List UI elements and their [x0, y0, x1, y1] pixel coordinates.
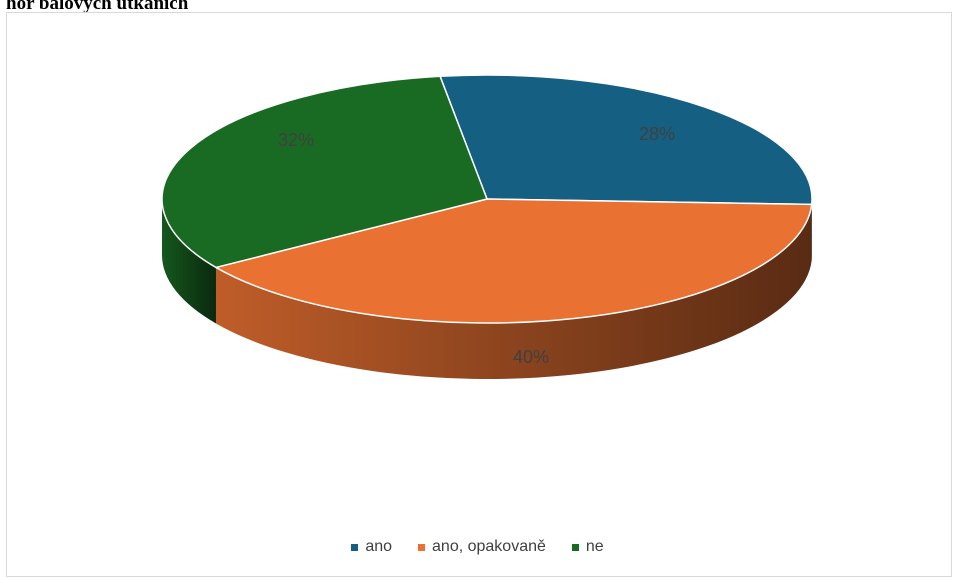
legend-swatch	[571, 543, 579, 551]
pie-side-ano-opakovan-	[215, 204, 812, 379]
pie-top	[161, 74, 813, 324]
legend-label: ano	[365, 538, 393, 555]
data-label-ano: 28%	[639, 124, 675, 144]
pie-slice-ne	[161, 75, 488, 269]
pie-slice-ano	[439, 74, 813, 206]
legend-item-ne: ne	[571, 538, 604, 556]
legend-swatch	[418, 543, 426, 551]
pie-labels: 28% 40% 32%	[278, 124, 675, 367]
chart-title: hor balových utkáních	[6, 0, 189, 14]
legend-label: ano, opakovaně	[432, 538, 546, 555]
data-label-ano-opakovan-: 40%	[513, 347, 549, 367]
pie-side-ne	[162, 199, 216, 324]
legend-label: ne	[585, 538, 604, 555]
legend-item-ano-opakovan-: ano, opakovaně	[418, 538, 546, 556]
data-label-ne: 32%	[278, 130, 314, 150]
pie-depth	[162, 199, 812, 379]
legend-item-ano: ano	[351, 538, 392, 556]
legend-swatch	[351, 543, 359, 551]
legend: ano ano, opakovaně ne	[0, 538, 955, 556]
